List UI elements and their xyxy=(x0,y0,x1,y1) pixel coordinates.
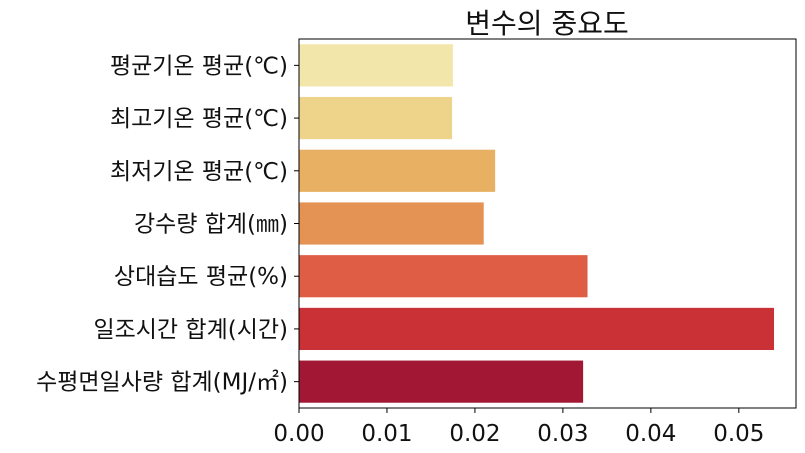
bar-3 xyxy=(299,149,496,192)
x-axis-ticks: 0.00 0.01 0.02 0.03 0.04 0.05 xyxy=(273,408,764,447)
bar-6 xyxy=(299,307,775,351)
category-label-1: 평균기온 평균(℃) xyxy=(110,53,288,79)
bar-7 xyxy=(299,360,584,403)
category-label-2: 최고기온 평균(℃) xyxy=(110,106,288,132)
bar-5 xyxy=(299,255,588,298)
category-label-6: 일조시간 합계(시간) xyxy=(93,317,288,343)
plot-frame xyxy=(298,38,797,409)
category-labels: 평균기온 평균(℃) 최고기온 평균(℃) 최저기온 평균(℃) 강수량 합계(㎜) 상… xyxy=(36,53,299,396)
category-label-7: 수평면일사량 합계(MJ/㎡) xyxy=(36,370,288,396)
category-label-3: 최저기온 평균(℃) xyxy=(110,159,288,185)
x-tick-label-3: 0.02 xyxy=(449,421,500,447)
x-tick-label-4: 0.03 xyxy=(537,421,588,447)
bar-1 xyxy=(299,44,453,87)
category-label-5: 상대습도 평균(%) xyxy=(114,264,288,290)
x-tick-label-1: 0.00 xyxy=(273,421,324,447)
x-tick-label-6: 0.05 xyxy=(713,421,764,447)
bar-4 xyxy=(299,202,484,245)
x-tick-label-5: 0.04 xyxy=(625,421,676,447)
category-label-4: 강수량 합계(㎜) xyxy=(134,212,288,238)
bar-2 xyxy=(299,96,453,140)
chart-title: 변수의 중요도 xyxy=(465,7,628,40)
x-tick-label-2: 0.01 xyxy=(361,421,412,447)
bars-group xyxy=(299,44,775,403)
